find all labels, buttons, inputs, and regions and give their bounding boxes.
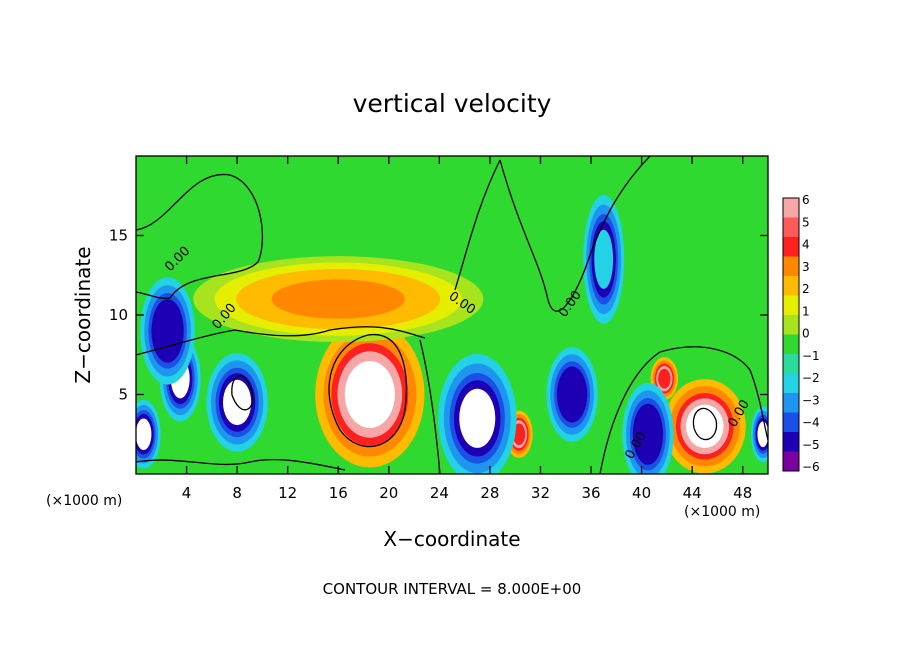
colorbar-swatch xyxy=(783,412,799,432)
colorbar-label: 0 xyxy=(802,327,810,341)
colorbar-swatch xyxy=(783,217,799,237)
colorbar-label: 2 xyxy=(802,282,810,296)
x-axis-label: X−coordinate xyxy=(383,527,520,551)
field-feature-downdraft xyxy=(206,353,268,452)
colorbar-swatch xyxy=(783,354,799,374)
y-tick-label: 15 xyxy=(109,227,128,245)
colorbar: 6 5 4 3 2 1 0 −1 −2 −3 −4 −5 −6 xyxy=(782,193,820,474)
field-core xyxy=(636,410,660,458)
colorbar-swatch xyxy=(783,334,799,354)
colorbar-label: 4 xyxy=(802,238,810,252)
x-tick-label: 48 xyxy=(733,484,752,502)
x-axis: 4 8 12 16 20 24 28 32 36 40 44 48 xyxy=(182,156,752,502)
field-feature-downdraft xyxy=(583,194,625,324)
colorbar-swatch xyxy=(783,256,799,276)
colorbar-label: −4 xyxy=(802,416,820,430)
zero-contour-mid xyxy=(136,326,426,356)
colorbar-swatch xyxy=(783,451,799,471)
x-tick-label: 40 xyxy=(632,484,651,502)
chart-title: vertical velocity xyxy=(353,89,552,118)
field-core xyxy=(344,360,395,429)
colorbar-label: 6 xyxy=(802,193,810,207)
field-feature-downdraft xyxy=(140,277,195,385)
contour-right-core xyxy=(692,407,718,441)
field-feature-downdraft xyxy=(622,382,674,474)
field-feature-downdraft xyxy=(546,347,598,442)
x-tick-label: 16 xyxy=(329,484,348,502)
field-core xyxy=(271,279,405,319)
colorbar-label: −5 xyxy=(802,438,820,452)
colorbar-label: 1 xyxy=(802,304,810,318)
colorbar-swatch xyxy=(783,295,799,315)
colorbar-swatch xyxy=(783,276,799,296)
plot-area: 0.00 0.00 0.00 0.00 0.00 0.00 xyxy=(136,156,768,474)
field-feature-updraft xyxy=(315,321,425,468)
zero-contour-upper xyxy=(136,173,264,300)
contour-interval-footer: CONTOUR INTERVAL = 8.000E+00 xyxy=(323,580,582,598)
zero-contour-lower xyxy=(136,339,768,474)
field-core xyxy=(594,229,614,289)
field-core xyxy=(136,418,152,451)
colorbar-label: 5 xyxy=(802,215,810,229)
x-unit-right: (×1000 m) xyxy=(684,504,760,520)
field-feature-downdraft xyxy=(136,399,161,469)
velocity-field xyxy=(136,194,768,474)
contour-updraft-core xyxy=(328,334,408,448)
colorbar-label: −1 xyxy=(802,349,820,363)
x-tick-label: 44 xyxy=(683,484,702,502)
colorbar-label: −2 xyxy=(802,371,820,385)
zero-contour-right xyxy=(454,156,651,312)
colorbar-swatch xyxy=(783,432,799,452)
y-axis: 5 10 15 xyxy=(109,227,768,404)
x-tick-label: 28 xyxy=(480,484,499,502)
field-core xyxy=(155,306,181,356)
field-feature-updraft xyxy=(663,379,746,474)
y-axis-label: Z−coordinate xyxy=(71,246,95,383)
field-core xyxy=(560,372,584,417)
field-core xyxy=(658,368,671,389)
y-tick-label: 10 xyxy=(109,306,128,324)
x-tick-label: 8 xyxy=(232,484,242,502)
field-core xyxy=(459,388,496,448)
x-tick-label: 20 xyxy=(379,484,398,502)
field-core xyxy=(223,379,252,426)
x-tick-label: 32 xyxy=(531,484,550,502)
x-tick-label: 24 xyxy=(430,484,449,502)
y-tick-label: 5 xyxy=(118,386,128,404)
field-core xyxy=(685,404,724,448)
contour-downdraft-core xyxy=(231,375,254,411)
field-feature-downdraft xyxy=(438,353,517,474)
colorbar-swatch xyxy=(783,198,799,218)
colorbar-swatch xyxy=(783,393,799,413)
colorbar-swatch xyxy=(783,237,799,257)
x-tick-label: 12 xyxy=(278,484,297,502)
colorbar-frame xyxy=(782,197,800,472)
x-unit-left: (×1000 m) xyxy=(46,493,122,509)
colorbar-label: −3 xyxy=(802,393,820,407)
colorbar-label: −6 xyxy=(802,460,820,474)
field-feature-updraft xyxy=(650,357,679,401)
colorbar-label: 3 xyxy=(802,260,810,274)
zero-contours xyxy=(136,156,768,474)
x-tick-label: 36 xyxy=(581,484,600,502)
colorbar-swatch xyxy=(783,373,799,393)
colorbar-swatch xyxy=(783,315,799,335)
field-feature-warm-band xyxy=(193,256,484,343)
x-tick-label: 4 xyxy=(182,484,192,502)
